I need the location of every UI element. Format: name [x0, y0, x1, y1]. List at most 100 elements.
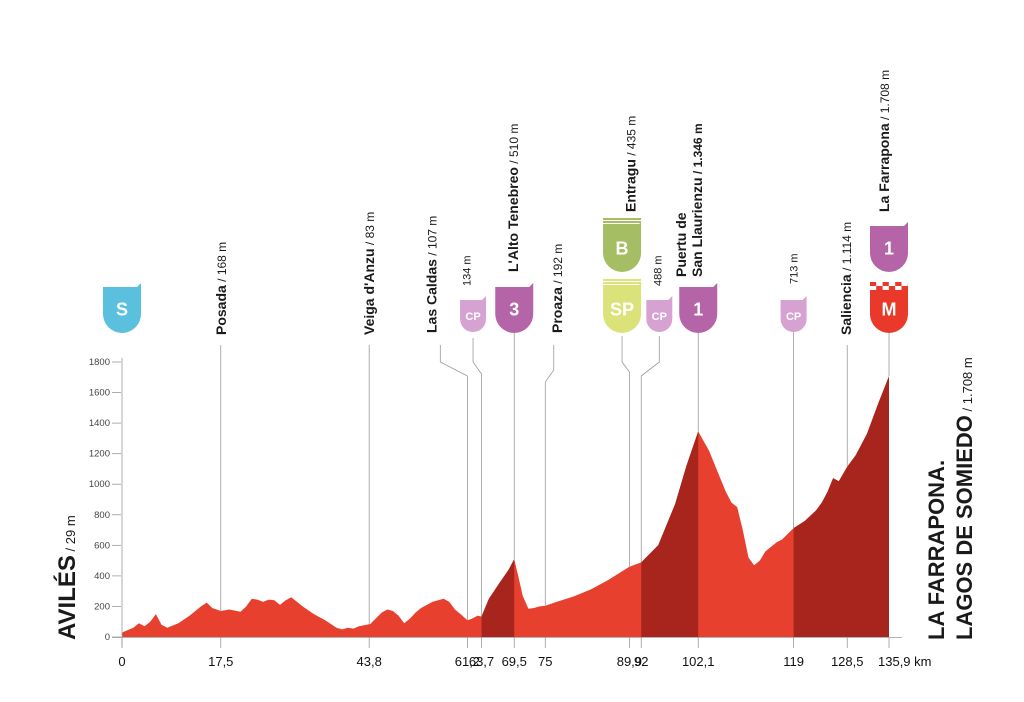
start-name: AVILÉS	[53, 555, 81, 640]
checkpoint-badge-shape	[780, 296, 807, 332]
waypoint-altitude: / 1.114 m	[840, 222, 854, 274]
finish-label-line1: LA FARRAPONA.	[924, 460, 949, 640]
sprint-stack-bar	[603, 282, 642, 284]
climb-badge-shape	[679, 283, 718, 333]
bonus-stack	[603, 218, 642, 226]
waypoint-labels-layer: Posada / 168 m Veiga d'Anzu / 83 m Las Cal…	[213, 70, 892, 335]
waypoint-label: L'Alto Tenebreo / 510 m	[505, 124, 521, 272]
guide-line	[640, 336, 660, 563]
finish-badge-label: M	[882, 300, 897, 320]
waypoint-label: Veiga d'Anzu / 83 m	[361, 212, 377, 335]
climb-sector-2	[641, 431, 699, 637]
y-tick-label: 1000	[89, 479, 110, 490]
y-tick-label: 1400	[89, 418, 110, 429]
sprint-stack-bar	[603, 279, 642, 281]
x-tick-label: 128,5	[831, 654, 864, 669]
waypoint-name: Saliencia	[838, 274, 854, 335]
guide-line	[439, 345, 468, 621]
elevation-area-layer	[122, 376, 889, 637]
x-tick-label: 89,9	[617, 654, 642, 669]
guide-line	[472, 338, 482, 617]
finish-badge: M	[870, 283, 908, 333]
climb-badge: 3	[495, 283, 534, 333]
waypoint-label: Saliencia / 1.114 m	[838, 222, 854, 335]
waypoint-name: L'Alto Tenebreo	[505, 167, 521, 272]
waypoint-name: San Llaurienzu	[689, 177, 705, 277]
waypoint-altitude: 713 m	[789, 253, 801, 284]
checker-cell	[888, 282, 896, 286]
waypoint-altitude: / 1.708 m	[878, 70, 892, 123]
waypoint-altitude: / 192 m	[551, 244, 565, 287]
guide-line	[544, 345, 555, 606]
climb-badge-shape	[495, 283, 534, 333]
guide-line	[621, 336, 630, 567]
climb-badge-label: 1	[693, 300, 703, 320]
waypoint-label: Posada / 168 m	[213, 242, 229, 335]
sprint-badge: SP	[603, 283, 642, 333]
y-tick-label: 1800	[89, 357, 110, 368]
sprint-badge-shape	[603, 283, 642, 333]
waypoint-altitude: / 168 m	[215, 242, 229, 285]
endpoint-labels-layer: AVILÉS / 29 m LA FARRAPONA. LAGOS DE SOMIE…	[53, 357, 977, 640]
waypoint-altitude: 488 m	[652, 255, 664, 286]
checker-cell	[895, 282, 902, 286]
climb-sector-1	[481, 559, 515, 637]
waypoint-label: 134 m	[462, 255, 474, 286]
checker-cell	[895, 286, 902, 290]
waypoint-label: 713 m	[789, 253, 801, 284]
waypoint-altitude: / 435 m	[624, 116, 638, 159]
checker-cell	[882, 286, 889, 290]
checker-cell	[901, 286, 908, 290]
waypoint-altitude: / 1.346 m	[691, 123, 705, 177]
bonus-stack-bar	[603, 221, 642, 223]
x-tick-label: 75	[538, 654, 552, 669]
checkpoint-badge-label: CP	[652, 311, 667, 323]
waypoint-label: 488 m	[652, 255, 664, 286]
checker-cell	[876, 282, 883, 286]
finish-label-line2: LAGOS DE SOMIEDO / 1.708 m	[952, 357, 977, 640]
x-tick-label: 17,5	[208, 654, 233, 669]
y-tick-label: 0	[105, 632, 110, 643]
checker-cell	[876, 286, 883, 290]
finish-badge-shape	[870, 283, 908, 333]
checker-cell	[888, 286, 896, 290]
climb-sector-3	[793, 376, 889, 637]
y-tick-label: 400	[94, 571, 110, 582]
x-tick-label: 119	[783, 654, 804, 669]
bonus-badge: B	[603, 222, 642, 272]
checkpoint-badge-label: CP	[786, 311, 801, 323]
x-tick-label: 135,9 km	[878, 654, 931, 669]
x-tick-label: 61,2	[455, 654, 480, 669]
sprint-stack-bar	[603, 285, 642, 287]
climb-badge: 1	[870, 222, 908, 272]
checkpoint-badge-shape	[646, 296, 673, 332]
waypoint-name: Posada	[213, 285, 229, 335]
waypoint-label: Las Caldas / 107 m	[423, 216, 439, 333]
checkpoint-badge: CP	[460, 296, 487, 332]
waypoint-name: Proaza	[549, 287, 565, 333]
x-tick-label: 43,8	[357, 654, 382, 669]
climb-badge-label: 1	[884, 239, 894, 259]
checkpoint-badge: CP	[780, 296, 807, 332]
y-tick-label: 1600	[89, 388, 110, 399]
checkpoint-badge: CP	[646, 296, 673, 332]
checkpoint-badge-label: CP	[465, 311, 480, 323]
waypoint-name: La Farrapona	[876, 123, 892, 212]
waypoint-label-line2: San Llaurienzu / 1.346 m	[689, 123, 705, 277]
finish-name: LAGOS DE SOMIEDO	[952, 415, 977, 640]
waypoint-name: Entragu	[622, 159, 638, 212]
y-tick-label: 1200	[89, 449, 110, 460]
y-tick-label: 600	[94, 540, 110, 551]
finish-altitude: / 1.708 m	[960, 357, 975, 415]
waypoint-name: Veiga d'Anzu	[361, 248, 377, 335]
sprint-stack	[603, 279, 642, 287]
waypoint-label: La Farrapona / 1.708 m	[876, 70, 892, 212]
waypoint-altitude: 134 m	[462, 255, 474, 286]
start-altitude: / 29 m	[63, 515, 78, 555]
start-badge-label: S	[116, 300, 128, 320]
x-tick-label: 63,7	[469, 654, 494, 669]
finish-checker-flag	[870, 282, 908, 290]
waypoint-name: Puertu de	[673, 212, 689, 277]
waypoint-guides-layer	[220, 330, 890, 625]
